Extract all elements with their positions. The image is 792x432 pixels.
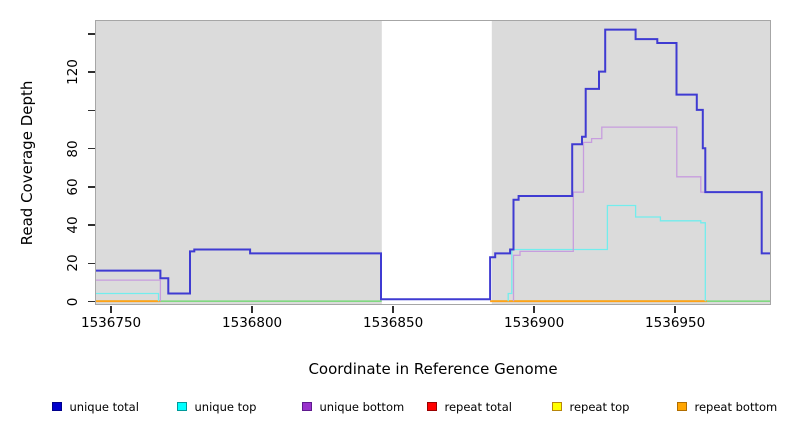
- y-tick-label: 120: [65, 59, 81, 86]
- x-axis-title: Coordinate in Reference Genome: [308, 360, 558, 378]
- legend-swatch-icon: [52, 401, 62, 412]
- y-tick-label: 0: [65, 297, 81, 306]
- legend-item-unique-bottom: unique bottom: [302, 399, 404, 414]
- x-tick-mark: [674, 306, 676, 313]
- legend-label: unique top: [194, 399, 257, 414]
- legend-swatch-icon: [677, 401, 687, 412]
- y-tick-label: 40: [65, 216, 81, 234]
- y-tick-label: 80: [65, 140, 81, 158]
- y-tick-mark: [88, 71, 95, 73]
- x-tick-label: 1536750: [81, 315, 142, 331]
- series-unique-top-segment-1: [507, 204, 706, 302]
- legend-swatch-icon: [552, 401, 562, 412]
- masked-region: [381, 20, 492, 305]
- y-tick-mark: [88, 147, 95, 150]
- series-unique-top-segment-0: [95, 292, 160, 302]
- legend-label: repeat total: [444, 399, 512, 414]
- x-tick-label: 1536900: [504, 315, 565, 331]
- y-tick-mark: [88, 109, 95, 112]
- x-tick-mark: [110, 306, 112, 313]
- y-tick-label: 60: [65, 178, 81, 196]
- y-tick-mark: [88, 262, 95, 265]
- legend-label: unique total: [69, 399, 139, 414]
- y-tick-mark: [88, 33, 95, 35]
- legend-item-repeat-bottom: repeat bottom: [677, 399, 777, 414]
- x-tick-mark: [392, 306, 394, 313]
- coverage-chart-svg: [95, 20, 771, 305]
- x-tick-mark: [251, 306, 253, 313]
- series-unique-bottom-segment-0: [95, 279, 162, 302]
- series-unique-total-segment-0: [95, 28, 771, 302]
- legend-item-repeat-top: repeat top: [552, 399, 629, 414]
- plot-border: [95, 20, 771, 305]
- y-tick-label: 20: [65, 254, 81, 272]
- y-tick-mark: [88, 186, 95, 188]
- legend-item-unique-top: unique top: [177, 399, 256, 414]
- legend-label: repeat top: [569, 399, 630, 414]
- x-tick-label: 1536950: [645, 315, 706, 331]
- x-tick-label: 1536850: [363, 315, 424, 331]
- legend-label: repeat bottom: [694, 399, 778, 414]
- legend-item-repeat-total: repeat total: [427, 399, 512, 414]
- legend-swatch-icon: [427, 401, 437, 412]
- legend-swatch-icon: [177, 401, 187, 412]
- legend-item-unique-total: unique total: [52, 399, 139, 414]
- legend-label: unique bottom: [319, 399, 405, 414]
- y-axis-title: Read Coverage Depth: [18, 80, 36, 246]
- x-tick-label: 1536800: [222, 315, 283, 331]
- x-tick-mark: [533, 306, 535, 313]
- y-tick-mark: [88, 300, 95, 303]
- y-tick-mark: [88, 224, 95, 226]
- series-unique-bottom-segment-1: [512, 126, 771, 302]
- plot-area: [95, 20, 771, 305]
- legend-swatch-icon: [302, 401, 312, 412]
